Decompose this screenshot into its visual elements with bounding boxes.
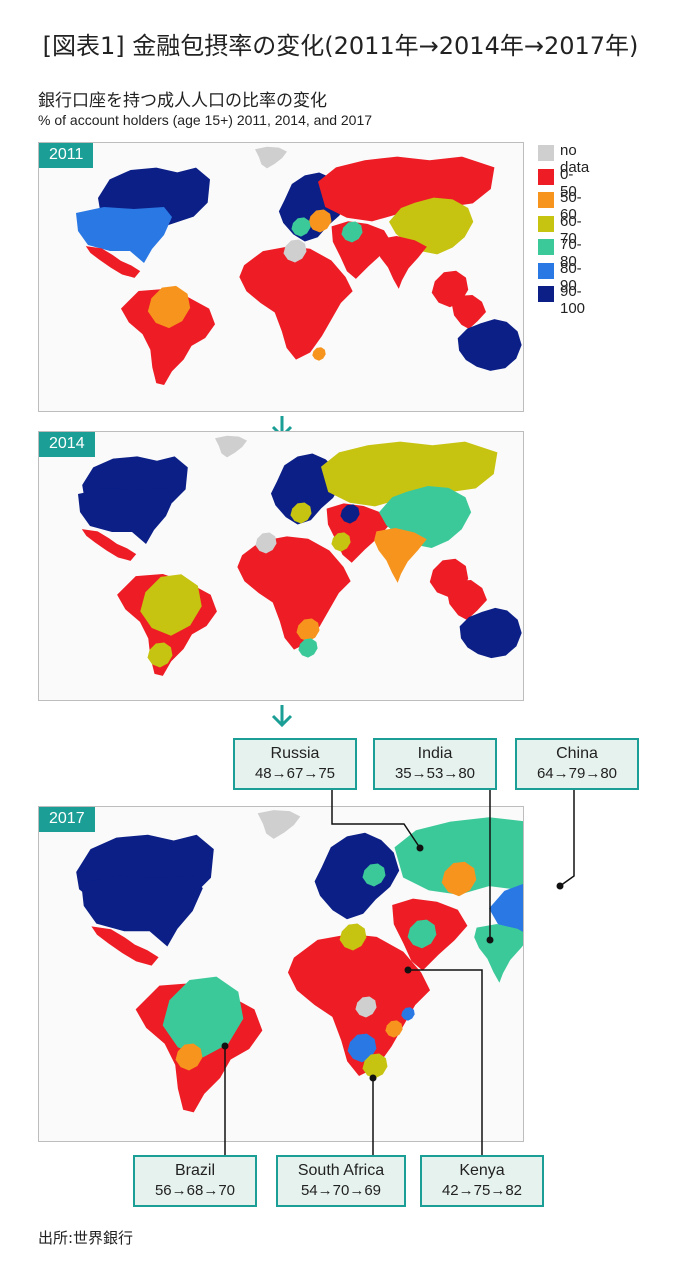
callout-values: 48→67→75 <box>254 765 336 782</box>
legend-swatch <box>538 168 554 185</box>
world-map-2017 <box>76 810 523 1113</box>
callout-country: India <box>417 745 453 762</box>
map-panel-2011: 2011 <box>38 142 524 412</box>
legend-label: 0-50 <box>560 165 577 200</box>
callout-south-africa: South Africa 54→70→69 <box>276 1155 406 1207</box>
map-panel-2014: 2014 <box>38 431 524 701</box>
legend-swatch <box>538 239 554 255</box>
legend-swatch <box>538 215 554 232</box>
legend-label: 60-70 <box>560 212 582 247</box>
callout-country: Russia <box>270 745 320 762</box>
legend-label: 70-80 <box>560 236 582 270</box>
legend-swatch <box>538 192 554 208</box>
callout-kenya: Kenya 42→75→82 <box>420 1155 544 1207</box>
callout-country: Kenya <box>459 1162 505 1179</box>
callout-country: Brazil <box>174 1162 215 1179</box>
legend-label: 90-100 <box>560 283 586 317</box>
callout-russia: Russia 48→67→75 <box>233 738 357 790</box>
legend-swatch <box>538 262 554 279</box>
down-arrow-icon <box>271 705 293 728</box>
callout-values: 54→70→69 <box>300 1182 382 1199</box>
source-note: 出所:世界銀行 <box>38 1229 134 1247</box>
subtitle-english: % of account holders (age 15+) 2011, 201… <box>38 112 373 128</box>
callout-values: 35→53→80 <box>394 765 476 782</box>
legend-label: 50-60 <box>560 189 582 223</box>
callout-values: 64→79→80 <box>536 765 618 782</box>
callout-china: China 64→79→80 <box>515 738 639 790</box>
legend-label: no data <box>560 142 590 176</box>
callout-country: China <box>556 745 598 762</box>
callout-values: 56→68→70 <box>154 1182 236 1199</box>
map-panel-2017: 2017 <box>38 806 524 1142</box>
legend-swatch <box>538 286 554 302</box>
callout-brazil: Brazil 56→68→70 <box>133 1155 257 1207</box>
year-label-2014: 2014 <box>39 432 95 457</box>
callout-country: South Africa <box>297 1162 385 1179</box>
callout-india: India 35→53→80 <box>373 738 497 790</box>
legend-label: 80-90 <box>560 259 582 294</box>
world-map-2014 <box>78 435 522 676</box>
world-map-2011 <box>76 146 522 386</box>
year-label-2017: 2017 <box>39 807 95 832</box>
callout-values: 42→75→82 <box>441 1182 523 1199</box>
subtitle-japanese: 銀行口座を持つ成人人口の比率の変化 <box>38 91 327 111</box>
legend-swatch <box>538 145 554 161</box>
year-label-2011: 2011 <box>39 143 94 168</box>
page-title: [図表1] 金融包摂率の変化(2011年→2014年→2017年) <box>42 32 639 60</box>
